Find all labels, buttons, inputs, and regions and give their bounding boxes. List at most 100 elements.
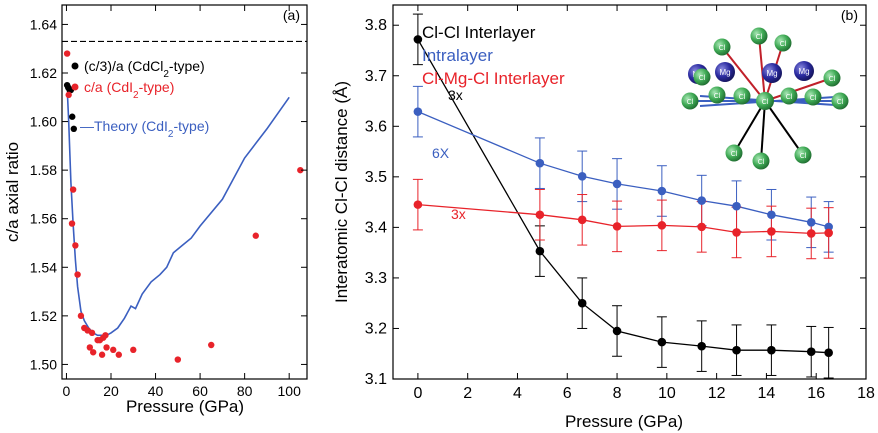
data-point — [63, 50, 71, 57]
panel-a-axes: 0 20 40 60 80 100 1.50 1.52 1.54 1.56 1.58 1.60 1.62… — [30, 5, 307, 399]
atom-label: Cl — [719, 45, 726, 52]
chlorine-atom — [725, 144, 743, 162]
multiplicity-label: 3x — [448, 87, 463, 103]
y-tick-label: 1.54 — [30, 259, 57, 275]
x-tick-label: 100 — [278, 383, 302, 399]
data-point — [657, 337, 667, 347]
data-point — [74, 271, 81, 278]
data-point — [657, 186, 667, 196]
data-point — [69, 186, 77, 193]
y-tick-label: 1.58 — [30, 162, 57, 178]
x-tick-label: 8 — [613, 385, 622, 402]
series-line — [417, 203, 829, 235]
data-point — [697, 196, 706, 205]
data-point — [767, 227, 776, 236]
legend-label: Cl-Mg-Cl Interlayer — [422, 69, 565, 88]
x-tick-label: 60 — [192, 383, 208, 399]
y-tick-label: 3.3 — [365, 270, 387, 287]
atom-label: Cl — [829, 76, 836, 83]
atom-label: Cl — [758, 159, 765, 166]
atom-label: Cl — [714, 93, 721, 100]
panel-a-frame — [61, 4, 308, 380]
data-point — [413, 200, 423, 209]
data-point — [413, 107, 423, 116]
data-point — [732, 201, 741, 211]
atom-label: Cl — [837, 99, 844, 106]
data-point — [806, 218, 816, 227]
y-tick-label: 1.60 — [30, 114, 57, 130]
legend-label: Cl-Cl Interlayer — [422, 23, 536, 42]
central-chlorine-atom — [756, 92, 774, 110]
data-point — [174, 356, 182, 363]
data-point — [77, 312, 85, 320]
bond-line — [764, 77, 833, 102]
legend-label: c/a (CdI2-type) — [84, 79, 174, 101]
data-point — [70, 125, 78, 133]
legend-marker — [71, 83, 79, 91]
panel-b-y-axis-title: Interatomic Cl-Cl distance (Å) — [332, 81, 351, 303]
chlorine-atom — [750, 27, 768, 45]
y-tick-label: 3.7 — [365, 68, 387, 85]
panel-a-label: (a) — [283, 7, 300, 23]
atom-label: Mg — [719, 68, 730, 77]
data-point — [732, 228, 741, 237]
atom-label: Cl — [810, 95, 817, 102]
panel-a-legend: (c/3)/a (CdCl2-type)c/a (CdI2-type) —Theo… — [71, 58, 209, 140]
y-tick-label: 1.56 — [30, 211, 57, 227]
y-tick-label: 3.5 — [365, 169, 387, 186]
data-point — [69, 113, 76, 120]
panel-a-plot-area — [63, 50, 304, 363]
data-point — [697, 341, 706, 351]
panel-b-frame — [392, 4, 867, 380]
x-tick-label: 0 — [63, 383, 71, 399]
data-point — [824, 348, 833, 358]
theory-curve-line — [66, 96, 290, 337]
data-point — [72, 242, 79, 249]
chlorine-atom — [774, 34, 792, 52]
chlorine-atom — [713, 38, 731, 56]
legend-marker — [71, 62, 79, 70]
data-point — [657, 221, 667, 230]
x-tick-label: 10 — [658, 385, 676, 402]
data-point — [577, 215, 587, 225]
y-tick-label: 1.64 — [30, 16, 57, 32]
x-tick-label: 18 — [857, 385, 875, 402]
y-tick-label: 3.4 — [365, 219, 387, 236]
chlorine-atom — [752, 152, 770, 170]
y-tick-label: 1.50 — [30, 356, 57, 372]
panel-b-crystal-inset: MgMgMgMgClClClClClClClClClClClClClClCl — [681, 27, 849, 170]
bond-line — [733, 100, 766, 154]
atom-label: Cl — [800, 153, 807, 160]
chlorine-atom — [831, 92, 849, 110]
data-point — [98, 351, 106, 358]
panel-b-axes: 0 2 4 6 8 10 12 14 16 18 3.1 3.2 3.3 3.4 3.5 3.6 3.7 3.8 — [365, 5, 875, 402]
x-tick-label: 2 — [463, 385, 472, 402]
multiplicity-label: 3x — [451, 206, 466, 222]
magnesium-atom — [715, 62, 735, 82]
data-point — [535, 210, 545, 220]
data-point — [612, 326, 622, 336]
atom-label: Cl — [762, 99, 769, 106]
y-tick-label: 1.62 — [30, 65, 57, 81]
atom-label: Cl — [756, 34, 763, 41]
data-point — [89, 349, 97, 356]
atom-label: Cl — [780, 41, 787, 48]
legend-label: (c/3)/a (CdCl2-type) — [84, 58, 205, 80]
data-point — [577, 172, 587, 181]
data-point — [65, 91, 72, 99]
y-tick-label: 3.8 — [365, 17, 387, 34]
x-tick-label: 4 — [513, 385, 522, 402]
x-tick-label: 14 — [758, 385, 776, 402]
data-point — [535, 158, 545, 168]
x-tick-label: 40 — [148, 383, 164, 399]
data-point — [102, 332, 109, 339]
panel-a-x-axis-title: Pressure (GPa) — [126, 397, 244, 416]
chlorine-atom — [681, 92, 699, 110]
legend-label: —Theory (CdI2-type) — [80, 118, 209, 140]
data-point — [697, 222, 706, 232]
multiplicity-label: 6X — [432, 145, 450, 161]
data-point — [110, 346, 117, 354]
chlorine-atom — [823, 69, 841, 87]
chlorine-atom — [733, 87, 751, 105]
